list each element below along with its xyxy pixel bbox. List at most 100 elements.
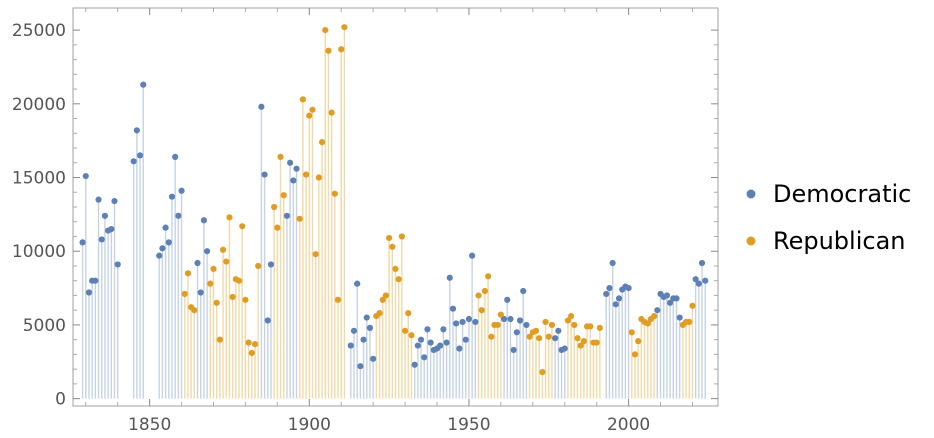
point-republican — [635, 338, 642, 345]
point-democratic — [350, 327, 358, 334]
y-tick-label: 0 — [55, 390, 66, 410]
point-republican — [312, 251, 319, 258]
point-democratic — [283, 212, 291, 219]
point-republican — [328, 109, 335, 116]
point-democratic — [108, 226, 115, 233]
point-democratic — [197, 289, 204, 296]
point-democratic — [411, 361, 418, 368]
point-republican — [280, 192, 287, 199]
point-democratic — [456, 345, 463, 352]
point-democratic — [204, 248, 211, 255]
x-tick-label: 1850 — [128, 415, 171, 435]
point-republican — [478, 307, 485, 314]
y-tick-label: 5000 — [23, 316, 66, 336]
point-democratic — [79, 239, 86, 246]
point-republican — [628, 329, 635, 336]
point-republican — [481, 287, 489, 295]
point-republican — [379, 296, 386, 303]
point-democratic — [101, 212, 109, 219]
point-democratic — [264, 317, 271, 324]
point-democratic — [168, 193, 176, 200]
point-republican — [401, 327, 409, 334]
point-democratic — [360, 336, 367, 343]
point-democratic — [520, 287, 527, 295]
point-democratic — [459, 318, 466, 326]
point-republican — [593, 339, 600, 346]
point-democratic — [200, 217, 208, 224]
point-republican — [392, 265, 399, 273]
point-republican — [322, 27, 329, 34]
point-republican — [239, 223, 246, 230]
point-democratic — [507, 315, 514, 323]
point-republican — [248, 349, 255, 357]
point-democratic — [695, 280, 702, 287]
point-democratic — [287, 159, 294, 166]
point-democratic — [82, 172, 89, 180]
point-republican — [299, 96, 307, 103]
x-tick-label: 1950 — [447, 415, 490, 435]
point-democratic — [702, 277, 709, 284]
point-republican — [296, 215, 303, 222]
point-republican — [255, 262, 262, 270]
point-republican — [216, 336, 223, 343]
point-democratic — [424, 326, 431, 333]
point-republican — [376, 310, 383, 317]
point-republican — [644, 320, 651, 327]
point-democratic — [421, 354, 428, 361]
point-republican — [302, 171, 310, 178]
y-tick-label: 15000 — [12, 169, 66, 189]
point-democratic — [469, 252, 476, 259]
point-republican — [318, 139, 326, 146]
point-republican — [274, 224, 281, 231]
point-republican — [408, 332, 415, 339]
point-republican — [334, 296, 342, 303]
point-democratic — [663, 292, 671, 299]
point-democratic — [673, 295, 680, 302]
point-democratic — [437, 342, 444, 349]
point-republican — [341, 24, 348, 31]
point-democratic — [156, 252, 163, 259]
point-democratic — [133, 127, 140, 134]
x-tick-label: 1900 — [288, 415, 331, 435]
point-democratic — [625, 284, 632, 292]
point-democratic — [111, 198, 118, 205]
point-republican — [494, 321, 501, 329]
point-democratic — [427, 339, 434, 346]
point-democratic — [472, 318, 479, 326]
point-democratic — [357, 363, 364, 370]
point-democratic — [612, 301, 619, 308]
point-democratic — [606, 284, 613, 292]
point-republican — [651, 312, 658, 320]
point-republican — [191, 307, 198, 314]
point-democratic — [417, 336, 425, 343]
point-republican — [306, 112, 313, 119]
point-republican — [251, 340, 259, 348]
point-republican — [587, 323, 594, 330]
point-democratic — [440, 326, 447, 333]
point-republican — [475, 292, 482, 299]
point-democratic — [500, 315, 508, 323]
y-tick-label: 20000 — [12, 95, 66, 115]
point-republican — [315, 174, 322, 181]
point-republican — [181, 290, 188, 298]
point-republican — [580, 338, 587, 345]
point-democratic — [165, 239, 172, 246]
point-democratic — [293, 165, 300, 172]
point-republican — [277, 153, 284, 160]
point-republican — [497, 311, 504, 318]
point-democratic — [654, 307, 661, 314]
point-republican — [389, 243, 396, 250]
point-democratic — [555, 327, 562, 334]
point-republican — [207, 280, 214, 287]
point-republican — [223, 258, 230, 265]
point-republican — [542, 318, 549, 326]
point-democratic — [552, 335, 559, 342]
point-republican — [689, 302, 696, 309]
point-democratic — [114, 261, 121, 268]
point-democratic — [363, 314, 370, 321]
point-republican — [631, 351, 639, 358]
point-republican — [210, 265, 217, 273]
point-republican — [235, 277, 243, 284]
point-republican — [229, 293, 236, 301]
